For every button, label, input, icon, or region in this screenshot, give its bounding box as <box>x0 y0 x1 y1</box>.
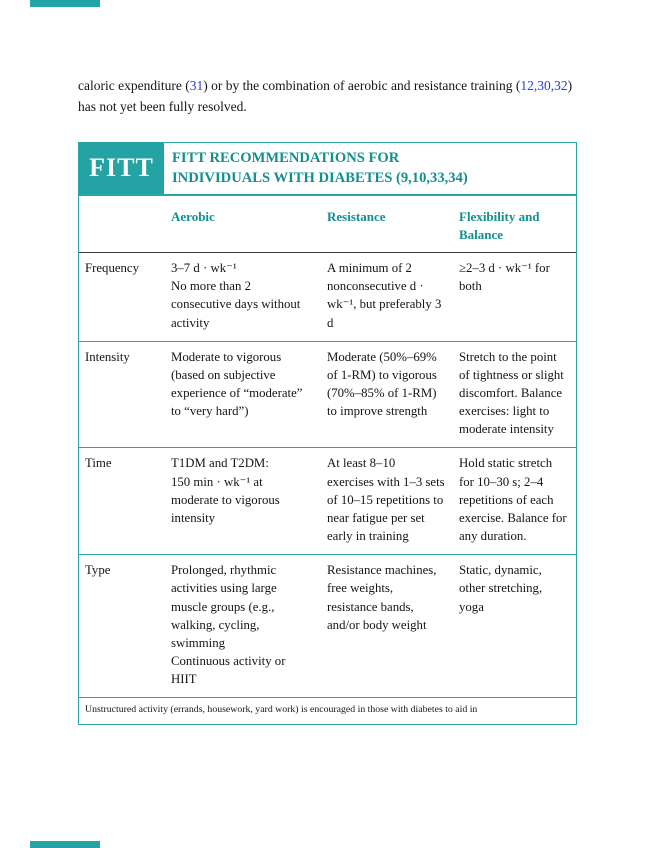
cell-frequency-aerobic: 3–7 d · wk⁻¹ No more than 2 consecutive … <box>171 261 301 330</box>
cell-intensity-flexibility: Stretch to the point of tightness or sli… <box>459 349 564 437</box>
cell-type-aerobic: Prolonged, rhythmic activities using lar… <box>171 563 286 687</box>
table-row-intensity: Intensity Moderate to vigorous (based on… <box>79 342 576 449</box>
cell-intensity-aerobic: Moderate to vigorous (based on subjectiv… <box>171 349 303 419</box>
intro-text-1: caloric expenditure ( <box>78 78 190 93</box>
cell-intensity-resistance: Moderate (50%–69% of 1-RM) to vigorous (… <box>327 349 437 419</box>
intro-paragraph: caloric expenditure (31) or by the combi… <box>78 76 578 118</box>
column-header-row: Aerobic Resistance Flexibility and Balan… <box>79 196 576 254</box>
row-label-type: Type <box>85 563 111 578</box>
page-content: caloric expenditure (31) or by the combi… <box>78 76 578 726</box>
cell-time-flexibility: Hold static stretch for 10–30 s; 2–4 rep… <box>459 456 567 544</box>
column-header-aerobic: Aerobic <box>171 208 215 224</box>
row-label-frequency: Frequency <box>85 261 140 276</box>
row-label-intensity: Intensity <box>85 349 130 364</box>
table-header: FITT FITT RECOMMENDATIONS FOR INDIVIDUAL… <box>79 142 576 196</box>
table-row-type: Type Prolonged, rhythmic activities usin… <box>79 555 576 699</box>
table-title: FITT RECOMMENDATIONS FOR INDIVIDUALS WIT… <box>172 149 468 187</box>
column-header-flexibility-balance: Flexibility and Balance <box>459 208 540 242</box>
cell-frequency-flexibility: ≥2–3 d · wk⁻¹ for both <box>459 261 550 294</box>
cell-type-flexibility: Static, dynamic, other stretching, yoga <box>459 563 543 614</box>
table-row-time: Time T1DM and T2DM: 150 min · wk⁻¹ at mo… <box>79 448 576 556</box>
cell-type-resistance: Resistance machines, free weights, resis… <box>327 563 437 632</box>
intro-text-2: ) or by the combination of aerobic and r… <box>203 78 521 93</box>
row-label-time: Time <box>85 456 112 471</box>
page-decoration-top <box>30 0 100 7</box>
intro-text-3: ) has not yet been fully resolved. <box>78 78 573 114</box>
cell-time-aerobic: T1DM and T2DM: 150 min · wk⁻¹ at moderat… <box>171 456 280 525</box>
fitt-table: FITT FITT RECOMMENDATIONS FOR INDIVIDUAL… <box>78 141 577 726</box>
cell-time-resistance: At least 8–10 exercises with 1–3 sets of… <box>327 456 445 544</box>
column-header-empty <box>79 196 165 252</box>
column-header-resistance: Resistance <box>327 208 386 224</box>
citation-link-31[interactable]: 31 <box>189 78 204 93</box>
fitt-badge: FITT <box>79 142 164 194</box>
citation-link-12-30-32[interactable]: 12,30,32 <box>520 78 568 93</box>
table-row-frequency: Frequency 3–7 d · wk⁻¹ No more than 2 co… <box>79 253 576 342</box>
table-footnote: Unstructured activity (errands, housewor… <box>85 704 478 716</box>
page-decoration-bottom <box>30 841 100 848</box>
cell-frequency-resistance: A minimum of 2 nonconsecutive d · wk⁻¹, … <box>327 261 442 330</box>
